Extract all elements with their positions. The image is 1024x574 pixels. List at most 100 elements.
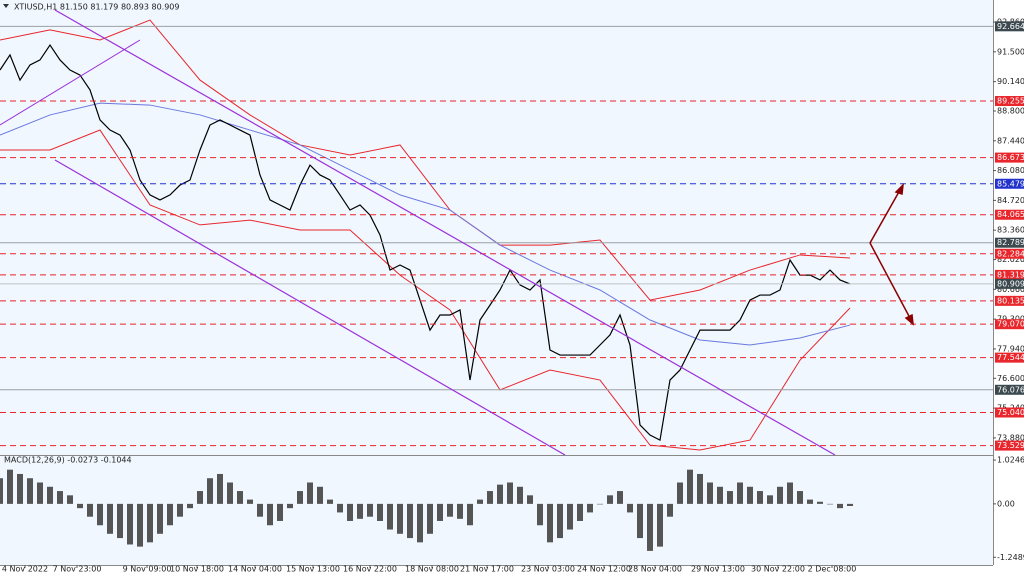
macd-bar [777, 486, 783, 504]
level-tag [995, 407, 1024, 418]
macd-bar [537, 503, 543, 526]
macd-pane: 1.0246 0.00 -1.2489 [0, 456, 1024, 562]
x-tick-label: 15 Nov 13:00 [286, 565, 340, 574]
y-tick-label: 91.500 [997, 47, 1024, 56]
macd-bar [397, 503, 403, 534]
level-label: 73.529 [997, 441, 1024, 450]
macd-bar [747, 486, 753, 504]
level-label: 75.040 [997, 408, 1024, 417]
level-tag [995, 269, 1024, 280]
level-tag [995, 96, 1024, 107]
level-label: 92.664 [997, 22, 1024, 31]
macd-bar [207, 478, 213, 504]
menu-icon[interactable] [3, 4, 9, 8]
macd-bar [97, 503, 103, 526]
macd-bar [227, 482, 233, 504]
macd-bar [187, 503, 193, 509]
x-tick-label: 18 Nov 08:00 [405, 565, 459, 574]
arrow-up [869, 189, 901, 244]
overlay-line [0, 19, 851, 301]
y-tick-label: 80.660 [997, 285, 1024, 294]
macd-bar [637, 503, 643, 539]
y-tick-label: 87.440 [997, 136, 1024, 145]
level-label: 86.673 [997, 153, 1024, 162]
forecast-arrows [869, 182, 914, 326]
x-tick-label: 2 Dec 08:00 [808, 565, 857, 574]
y-tick-label: 79.300 [997, 315, 1024, 324]
level-tag [995, 295, 1024, 306]
channel-lower [54, 159, 566, 456]
macd-bar [277, 503, 283, 521]
x-tick-label: 10 Nov 18:00 [170, 565, 224, 574]
x-tick-label: 21 Nov 17:00 [460, 565, 514, 574]
arrow-head [894, 182, 904, 196]
level-tag [995, 278, 1024, 289]
macd-bar [707, 482, 713, 504]
level-label: 80.135 [997, 296, 1024, 305]
level-label: 80.909 [997, 279, 1024, 288]
macd-bar [487, 491, 493, 504]
macd-bar [477, 499, 483, 504]
arrow-down [869, 242, 911, 319]
overlay-line [0, 129, 851, 451]
x-tick-label: 23 Nov 03:00 [521, 565, 575, 574]
level-label: 82.789 [997, 238, 1024, 247]
y-tick-label: 76.600 [997, 374, 1024, 383]
y-tick-label: -1.2489 [997, 553, 1024, 562]
y-tick-label: 84.720 [997, 196, 1024, 205]
macd-bar [137, 503, 143, 547]
macd-bar [367, 503, 373, 517]
level-tag [995, 21, 1024, 32]
macd-bar [517, 486, 523, 504]
plot-background [0, 0, 993, 565]
macd-bar [447, 503, 453, 517]
level-label: 89.255 [997, 97, 1024, 106]
macd-bar [167, 503, 173, 526]
macd-bar [27, 478, 33, 504]
macd-bar [407, 503, 413, 539]
macd-bar [177, 503, 183, 517]
level-tag [995, 440, 1024, 451]
level-label: 81.319 [997, 270, 1024, 279]
macd-bar [287, 503, 293, 509]
macd-bar [357, 503, 363, 519]
y-tick-label: 1.0246 [997, 456, 1024, 465]
overlay-line [0, 102, 851, 346]
macd-bar [17, 473, 23, 504]
x-tick-label: 30 Nov 22:00 [751, 565, 805, 574]
macd-bar [377, 503, 383, 521]
price-pane: 92.86091.50090.14088.80087.44086.08084.7… [0, 18, 1024, 451]
level-tag [995, 319, 1024, 330]
x-tick-label: 9 Nov 09:00 [123, 565, 172, 574]
macd-bar [337, 503, 343, 513]
macd-bar [607, 495, 613, 504]
y-tick-label: 86.080 [997, 166, 1024, 175]
x-tick-label: 24 Nov 12:00 [577, 565, 631, 574]
macd-bar [127, 503, 133, 545]
macd-bar [427, 503, 433, 534]
macd-bar [547, 503, 553, 543]
macd-title: MACD(12,26,9) -0.0273 -0.1044 [4, 456, 132, 465]
channel-upper [54, 9, 836, 456]
x-tick-label: 14 Nov 04:00 [228, 565, 282, 574]
macd-bar [677, 482, 683, 504]
macd-bar [197, 491, 203, 504]
macd-bar [297, 491, 303, 504]
macd-bar [767, 495, 773, 504]
macd-bar [567, 503, 573, 530]
macd-bar [827, 503, 833, 505]
macd-bar [727, 491, 733, 504]
macd-bar [37, 482, 43, 504]
x-tick-label: 7 Nov 23:00 [53, 565, 102, 574]
macd-bar [67, 495, 73, 504]
macd-bar [87, 503, 93, 517]
macd-bar [697, 473, 703, 504]
y-tick-label: 82.020 [997, 255, 1024, 264]
level-tag [995, 178, 1024, 189]
macd-bar [257, 503, 263, 517]
y-tick-label: 77.940 [997, 344, 1024, 353]
macd-bar [527, 495, 533, 504]
level-label: 82.284 [997, 249, 1024, 258]
macd-bar [147, 503, 153, 543]
